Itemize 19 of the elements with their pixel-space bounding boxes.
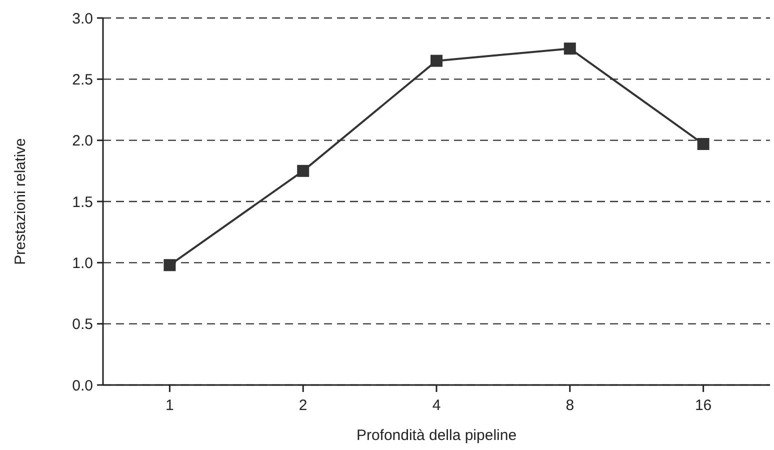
y-axis-title: Prestazioni relative [12,138,29,265]
y-tick-label: 1.0 [72,254,93,272]
y-tick-label: 2.5 [72,71,93,88]
point [697,138,710,150]
x-tick-label: 1 [166,397,174,414]
x-tick-label: 2 [298,397,308,414]
x-tick-label: 4 [432,397,441,414]
y-tick-label: 2.0 [72,132,93,150]
y-tick-label: 3.0 [72,10,93,28]
y-tick-label: 1.5 [72,194,93,211]
x-tick-label: 8 [566,397,574,414]
y-tick-label: 0.5 [72,316,93,334]
point [164,259,176,272]
x-tick-label: 16 [694,397,712,414]
point [564,42,576,55]
point [297,164,310,177]
point [430,54,442,67]
x-axis-title: Profondità della pipeline [356,427,517,444]
y-tick-label: 0.0 [72,377,93,394]
